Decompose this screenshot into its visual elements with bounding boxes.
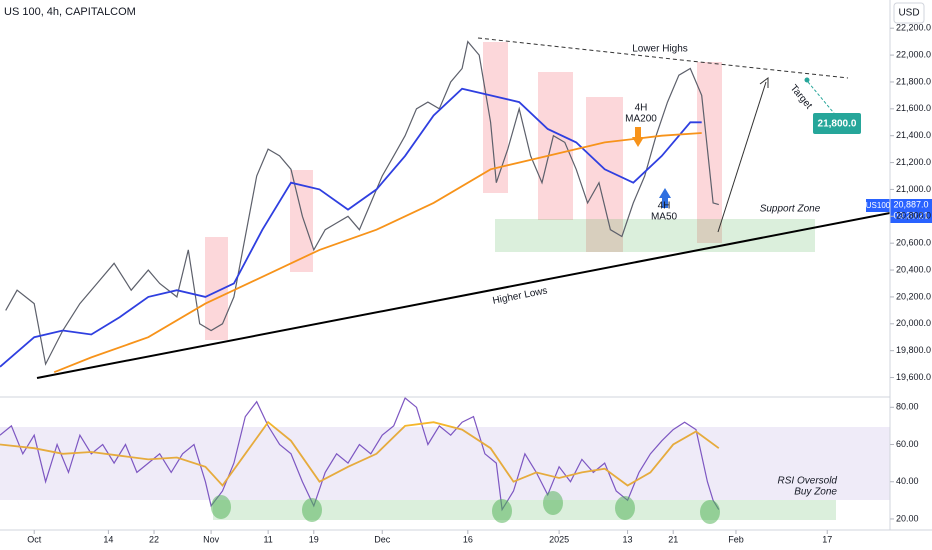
symbol-box: [866, 199, 890, 212]
x-tick-label: 2025: [549, 534, 569, 544]
symbol-label: US100: [866, 201, 891, 210]
annotation: 4H: [658, 201, 671, 212]
y-tick-label: 40.00: [896, 476, 919, 486]
series-line: [0, 397, 720, 512]
y-tick-label: 22,200.0: [896, 23, 931, 33]
annotation: Buy Zone: [794, 487, 837, 498]
zones: [36, 37, 891, 379]
y-tick-label: 20,400.0: [896, 264, 931, 274]
higher-lows-line: [36, 212, 891, 379]
rsi-band: [0, 427, 890, 500]
support-zone: [495, 219, 815, 252]
pullback-zone: [290, 170, 313, 272]
y-tick-label: 19,800.0: [896, 345, 931, 355]
x-tick-label: 16: [463, 534, 473, 544]
target-line: [807, 81, 839, 119]
oversold-circle: [302, 498, 322, 522]
currency-box: [893, 2, 925, 24]
x-tick-label: 19: [309, 534, 319, 544]
target-dot: [804, 77, 810, 83]
lower-highs-line: [477, 37, 849, 79]
target-label-box: [813, 113, 861, 134]
target-arrow: [717, 81, 767, 233]
annotation: MA50: [651, 212, 678, 223]
ma50-arrow: [659, 188, 671, 208]
series-line: [0, 87, 702, 368]
target-label: 21,800.0: [818, 119, 857, 130]
annotation: MA200: [625, 114, 657, 125]
y-tick-label: 20.00: [896, 513, 919, 523]
oversold-circle: [211, 495, 231, 519]
x-tick-label: Oct: [27, 534, 42, 544]
series-line: [53, 132, 702, 374]
x-tick-label: 21: [668, 534, 678, 544]
oversold-marks: [211, 491, 720, 524]
annotation: 4H: [635, 103, 648, 114]
x-tick-label: Feb: [728, 534, 744, 544]
x-tick-label: 22: [149, 534, 159, 544]
y-tick-label: 80.00: [896, 402, 919, 412]
y-tick-label: 20,200.0: [896, 291, 931, 301]
ma200-arrow: [632, 127, 644, 147]
y-tick-label: 21,800.0: [896, 76, 931, 86]
last-price: 20,887.0: [893, 199, 928, 209]
annotation: Lower Highs: [632, 44, 688, 55]
y-tick-label: 21,400.0: [896, 130, 931, 140]
y-tick-label: 19,600.0: [896, 372, 931, 382]
chart-title: US 100, 4h, CAPITALCOM: [4, 6, 136, 18]
pullback-zone: [538, 72, 573, 220]
y-tick-label: 20,600.0: [896, 238, 931, 248]
x-tick-label: 13: [623, 534, 633, 544]
y-tick-label: 20,800.0: [896, 211, 931, 221]
pullback-zone: [697, 62, 722, 243]
series-line: [5, 40, 719, 366]
y-tick-label: 21,200.0: [896, 157, 931, 167]
x-tick-label: 17: [822, 534, 832, 544]
y-tick-label: 60.00: [896, 439, 919, 449]
y-tick-label: 21,000.0: [896, 184, 931, 194]
x-tick-label: 14: [103, 534, 113, 544]
buy-zone: [213, 500, 836, 520]
x-tick-label: 11: [263, 534, 272, 544]
last-price-box: [890, 199, 932, 223]
countdown: 03:20:21: [893, 210, 928, 220]
annotation: Support Zone: [760, 204, 821, 215]
y-tick-label: 21,600.0: [896, 103, 931, 113]
oversold-circle: [615, 496, 635, 520]
x-tick-label: Dec: [374, 534, 391, 544]
pullback-zone: [205, 237, 228, 340]
y-tick-label: 22,000.0: [896, 49, 931, 59]
oversold-circle: [492, 499, 512, 523]
currency: USD: [898, 8, 919, 19]
annotation: RSI Oversold: [778, 476, 838, 487]
series: [0, 40, 720, 512]
oversold-circle: [700, 500, 720, 524]
arrow-head: [759, 77, 769, 88]
oversold-circle: [543, 491, 563, 515]
series-line: [0, 420, 720, 487]
y-tick-label: 20,000.0: [896, 318, 931, 328]
x-tick-label: Nov: [203, 534, 220, 544]
